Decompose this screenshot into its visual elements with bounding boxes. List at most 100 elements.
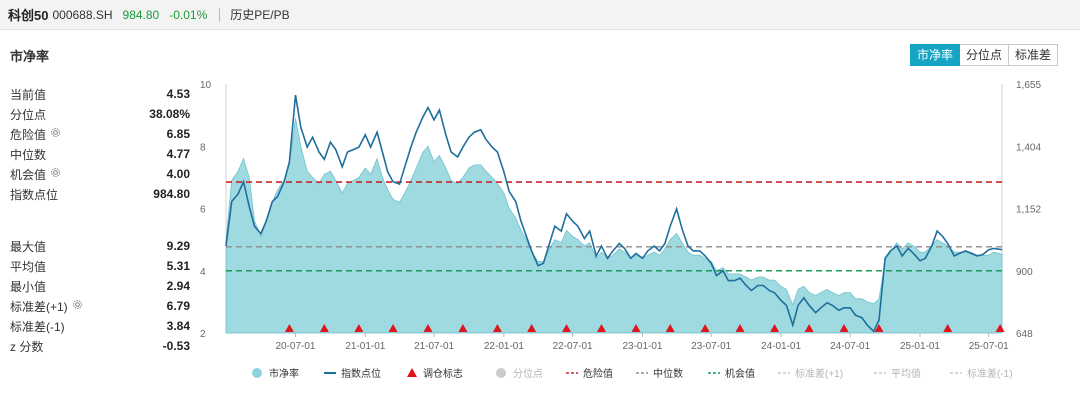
rebalance-marker	[735, 324, 745, 332]
section-title: 市净率	[10, 49, 50, 64]
stat-row: 指数点位 984.80	[10, 184, 190, 204]
stat-row: 机会值 4.00	[10, 164, 190, 184]
legend-item[interactable]: 平均值	[874, 367, 921, 380]
stat-value: -0.53	[162, 339, 190, 353]
legend-item[interactable]: 分位点	[496, 367, 543, 380]
legend-label: 指数点位	[341, 367, 381, 380]
x-tick-label: 25-01-01	[900, 341, 940, 352]
tab-percentile[interactable]: 分位点	[960, 44, 1010, 66]
legend-label: 标准差(+1)	[795, 367, 843, 380]
stat-value: 984.80	[153, 187, 190, 201]
gear-icon[interactable]	[50, 167, 61, 181]
stat-label-text: 中位数	[10, 147, 47, 162]
stat-row: 最小值 2.94	[10, 276, 190, 296]
index-code: 000688.SH	[52, 7, 113, 22]
stat-label-text: 危险值	[10, 127, 47, 142]
tab-stddev[interactable]: 标准差	[1009, 44, 1059, 66]
stat-value: 4.77	[166, 147, 190, 161]
stat-label-text: 最大值	[10, 239, 47, 254]
stat-label: 中位数	[10, 146, 46, 163]
stat-label: 分位点	[10, 106, 46, 123]
metric-tabs: 市净率 分位点 标准差	[910, 44, 1059, 66]
stat-label: 机会值	[10, 166, 61, 183]
y2-tick-label: 1,404	[1016, 142, 1041, 153]
stat-value: 6.85	[166, 127, 190, 141]
legend-item[interactable]: 调仓标志	[407, 367, 463, 380]
rebalance-marker	[388, 324, 398, 332]
rebalance-marker	[527, 324, 537, 332]
legend-item[interactable]: 标准差(+1)	[778, 367, 843, 380]
x-tick-label: 25-07-01	[969, 341, 1009, 352]
x-tick-label: 22-07-01	[553, 341, 593, 352]
legend-label: 调仓标志	[423, 367, 463, 380]
stat-value: 38.08%	[149, 107, 190, 121]
legend-item[interactable]: 危险值	[566, 367, 613, 380]
x-tick-label: 23-01-01	[622, 341, 662, 352]
stat-label: 指数点位	[10, 186, 58, 203]
stat-row: 标准差(-1) 3.84	[10, 316, 190, 336]
rebalance-marker	[631, 324, 641, 332]
rebalance-marker	[804, 324, 814, 332]
stat-label: 平均值	[10, 258, 46, 275]
stat-label: 危险值	[10, 126, 61, 143]
rebalance-marker	[700, 324, 710, 332]
x-tick-label: 21-07-01	[414, 341, 454, 352]
x-tick-label: 21-01-01	[345, 341, 385, 352]
stat-label-text: 指数点位	[10, 187, 59, 202]
stat-row: 危险值 6.85	[10, 124, 190, 144]
legend-item[interactable]: 市净率	[252, 367, 299, 380]
rebalance-marker	[995, 324, 1005, 332]
stat-label: 最大值	[10, 238, 46, 255]
index-change: -0.01%	[169, 7, 208, 22]
stats-panel-top: 当前值 4.53 分位点 38.08% 危险值 6.85 中位数 4.77 机会值 4.00 指数点…	[10, 84, 190, 204]
stat-label: 当前值	[10, 86, 46, 103]
pb-area-series	[225, 118, 1003, 334]
stat-value: 9.29	[166, 239, 190, 253]
rebalance-marker	[943, 324, 953, 332]
stat-value: 6.79	[166, 299, 190, 313]
stat-row: 分位点 38.08%	[10, 104, 190, 124]
legend-item[interactable]: 标准差(-1)	[950, 367, 1013, 380]
stat-label: 最小值	[10, 278, 46, 295]
stat-value: 4.00	[166, 167, 190, 181]
rebalance-marker	[354, 324, 364, 332]
stat-label: 标准差(+1)	[10, 298, 83, 315]
legend-label: 平均值	[891, 367, 921, 380]
legend-item[interactable]: 中位数	[636, 367, 683, 380]
quote-header: 科创50 000688.SH 984.80 -0.01% 历史PE/PB	[0, 0, 1080, 30]
gear-icon[interactable]	[50, 127, 61, 141]
stat-label-text: 标准差(-1)	[10, 319, 65, 334]
y2-tick-label: 648	[1016, 329, 1033, 340]
stat-label: 标准差(-1)	[10, 318, 65, 335]
stat-label: z 分数	[10, 338, 43, 355]
legend-symbol	[252, 368, 262, 378]
rebalance-marker	[319, 324, 329, 332]
tab-pb[interactable]: 市净率	[910, 44, 961, 66]
legend-symbol	[407, 368, 417, 377]
index-line-series	[225, 94, 1003, 333]
gear-icon[interactable]	[72, 299, 83, 313]
legend-label: 标准差(-1)	[967, 367, 1013, 380]
index-name: 科创50	[8, 8, 49, 23]
stat-value: 5.31	[166, 259, 190, 273]
y-tick-label: 2	[200, 329, 206, 340]
legend-item[interactable]: 指数点位	[324, 367, 381, 380]
stat-value: 2.94	[166, 279, 190, 293]
y-tick-label: 8	[200, 142, 206, 153]
x-tick-label: 24-01-01	[761, 341, 801, 352]
stat-label-text: 当前值	[10, 87, 47, 102]
y-tick-label: 10	[200, 80, 212, 91]
stat-label-text: z 分数	[10, 339, 44, 354]
legend-item[interactable]: 机会值	[708, 367, 755, 380]
x-tick-label: 20-07-01	[275, 341, 315, 352]
stat-value: 4.53	[166, 87, 190, 101]
history-pepb-link[interactable]: 历史PE/PB	[230, 8, 290, 22]
y-tick-label: 4	[200, 267, 206, 278]
rebalance-marker	[874, 324, 884, 332]
header-divider	[219, 7, 221, 22]
rebalance-marker	[492, 324, 502, 332]
y2-tick-label: 1,655	[1016, 80, 1041, 91]
rebalance-marker	[665, 324, 675, 332]
stat-label-text: 标准差(+1)	[10, 299, 68, 314]
